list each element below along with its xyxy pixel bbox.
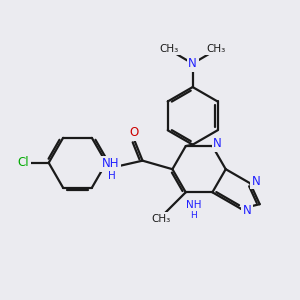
Text: CH₃: CH₃ (206, 44, 226, 54)
Text: CH₃: CH₃ (160, 44, 179, 54)
Text: H: H (108, 171, 116, 181)
Text: NH: NH (102, 158, 119, 170)
Text: H: H (190, 211, 197, 220)
Text: NH: NH (186, 200, 202, 210)
Text: Cl: Cl (17, 156, 29, 169)
Text: N: N (188, 57, 197, 70)
Text: CH₃: CH₃ (152, 214, 171, 224)
Text: N: N (243, 204, 252, 217)
Text: O: O (129, 126, 139, 140)
Text: N: N (213, 137, 222, 151)
Text: N: N (252, 175, 261, 188)
